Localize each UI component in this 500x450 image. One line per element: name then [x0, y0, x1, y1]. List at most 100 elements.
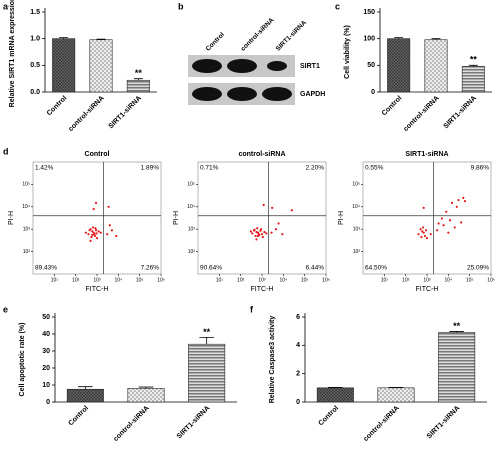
- y-tick-label: 10²: [188, 249, 196, 255]
- x-tick-label: 10⁴: [279, 277, 287, 283]
- panel-label: b: [178, 1, 184, 11]
- x-tick-label: 10⁵: [136, 277, 144, 283]
- event-dot: [420, 235, 423, 239]
- event-dot: [252, 229, 256, 232]
- event-dot: [84, 231, 87, 234]
- event-dot: [97, 230, 100, 233]
- plot-frame: [32, 161, 162, 275]
- plot-title: Control: [85, 151, 110, 158]
- event-dot: [455, 205, 458, 208]
- y-tick-label: 2: [296, 371, 300, 378]
- y-tick-label: 0: [371, 89, 375, 96]
- event-dot: [110, 229, 114, 232]
- y-axis-label: Cell apoptotic rate (%): [19, 323, 26, 397]
- y-tick-label: 10⁵: [187, 182, 195, 188]
- quadrant-label: 89.43%: [35, 265, 57, 272]
- event-dot: [261, 235, 264, 239]
- event-dot: [265, 232, 268, 235]
- event-dot: [99, 231, 102, 234]
- y-tick-label: 10: [42, 382, 50, 389]
- x-tick-label: 10¹: [216, 277, 224, 283]
- error-bar: [59, 37, 69, 39]
- bar: [424, 39, 448, 93]
- x-tick-label: Control: [46, 95, 69, 118]
- event-dot: [115, 234, 118, 238]
- event-dot: [460, 221, 463, 224]
- event-dot: [423, 234, 427, 238]
- event-dot: [91, 233, 94, 237]
- y-tick-label: 0.0: [30, 89, 40, 96]
- x-axis-label: FITC-H: [416, 286, 439, 293]
- x-tick-label: control-siRNA: [67, 95, 105, 133]
- y-tick-label: 50: [42, 314, 50, 321]
- y-tick-label: 10³: [23, 227, 31, 233]
- lane-label: SIRT1-siRNA: [275, 19, 309, 53]
- error-bar: [468, 64, 478, 67]
- event-dot: [463, 199, 467, 203]
- y-tick-label: 10⁵: [352, 182, 360, 188]
- event-dot: [270, 231, 273, 234]
- event-dot: [108, 224, 111, 227]
- y-tick-label: 0: [46, 399, 50, 406]
- lane-label: control-siRNA: [240, 17, 276, 53]
- event-dot: [255, 238, 258, 241]
- quadrant-label: 90.64%: [200, 265, 222, 272]
- y-axis-label: Relative Caspase3 activity: [269, 316, 276, 404]
- error-bar: [96, 38, 106, 40]
- quadrant-label: 0.71%: [200, 165, 219, 172]
- event-dot: [462, 196, 465, 199]
- y-tick-label: 0.5: [30, 62, 40, 69]
- event-dot: [442, 224, 445, 227]
- panel-label: c: [335, 1, 340, 11]
- quadrant-label: 2.20%: [306, 165, 325, 172]
- error-bar: [78, 386, 93, 390]
- event-dot: [262, 203, 265, 207]
- error-bar: [431, 38, 441, 40]
- y-tick-label: 6: [296, 314, 300, 321]
- blot-band: [262, 87, 292, 101]
- x-tick-label: control-siRNA: [362, 405, 400, 443]
- event-dot: [271, 206, 274, 209]
- y-tick-label: 150: [363, 9, 375, 16]
- x-tick-label: 10⁶: [322, 277, 330, 283]
- x-tick-label: control-siRNA: [402, 95, 440, 133]
- event-dot: [93, 233, 96, 236]
- event-dot: [421, 230, 424, 233]
- x-tick-label: SIRT1-siRNA: [176, 405, 211, 440]
- y-tick-label: 10⁴: [352, 204, 360, 210]
- x-tick-label: 10⁶: [157, 277, 165, 283]
- x-tick-label: 10²: [72, 277, 80, 283]
- band-label: SIRT1: [300, 63, 320, 70]
- y-tick-label: 30: [42, 348, 50, 355]
- x-tick-label: control-siRNA: [112, 405, 150, 443]
- significance: **: [135, 68, 143, 78]
- bar: [127, 388, 165, 403]
- x-tick-label: SIRT1-siRNA: [443, 95, 478, 130]
- x-tick-label: SIRT1-siRNA: [426, 405, 461, 440]
- x-axis-label: FITC-H: [86, 286, 109, 293]
- error-bar: [199, 337, 214, 345]
- event-dot: [91, 226, 95, 229]
- bar: [66, 388, 104, 403]
- bar: [461, 66, 485, 93]
- quadrant-label: 64.50%: [365, 265, 387, 272]
- panel-label: f: [250, 304, 254, 314]
- x-tick-label: SIRT1-siRNA: [108, 95, 143, 130]
- event-dot: [95, 232, 98, 235]
- y-axis-label: PI-H: [8, 211, 15, 225]
- event-dot: [94, 201, 98, 204]
- y-tick-label: 10³: [188, 227, 196, 233]
- y-tick-label: 20: [42, 365, 50, 372]
- event-dot: [422, 231, 425, 234]
- error-bar: [138, 386, 154, 389]
- event-dot: [447, 231, 450, 234]
- blot-band: [227, 59, 257, 73]
- bar: [438, 332, 476, 403]
- event-dot: [437, 222, 440, 225]
- blot-band: [267, 61, 287, 71]
- y-tick-label: 1.0: [30, 36, 40, 43]
- y-axis-label: Cell viability (%): [344, 25, 351, 79]
- quadrant-label: 7.26%: [141, 265, 160, 272]
- quadrant-label: 1.42%: [35, 165, 54, 172]
